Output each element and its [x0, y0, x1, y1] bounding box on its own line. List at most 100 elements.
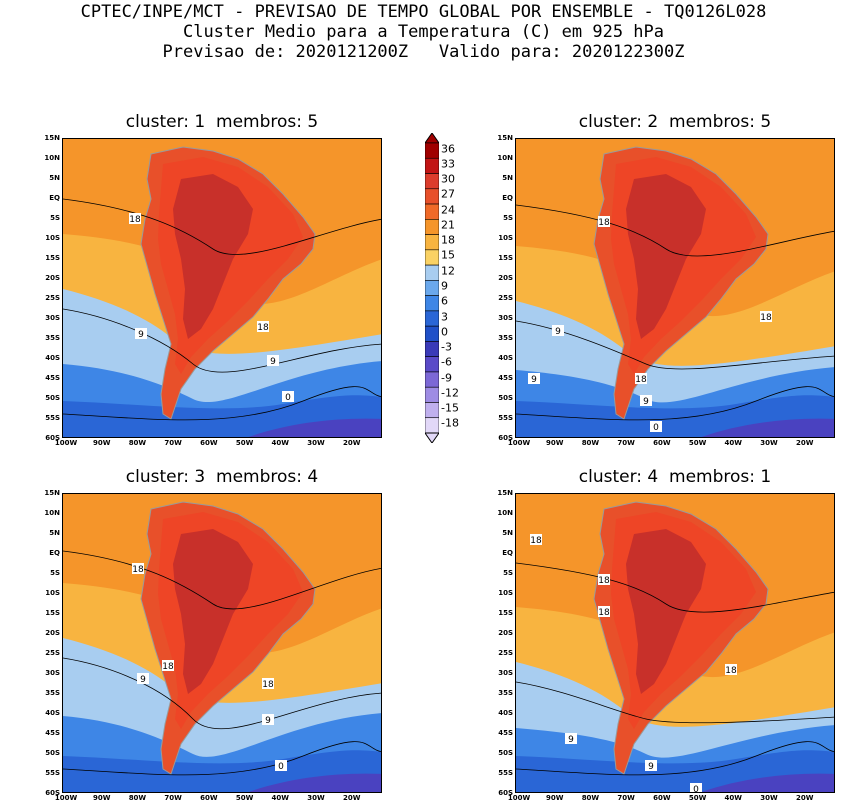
panel-title-cluster-1: cluster: 1 membros: 5	[125, 112, 319, 132]
contour-label: 18	[725, 666, 737, 676]
map-panel-cluster-4: 18 18 18 18 9 9 0	[515, 493, 835, 793]
lat-tick-label: 5S	[503, 214, 513, 222]
lat-tick-label: 50S	[45, 749, 60, 757]
lat-tick-label: 20S	[498, 274, 513, 282]
lat-tick-label: 45S	[45, 374, 60, 382]
lat-tick-label: 15N	[44, 489, 60, 497]
lon-tick-label: 30W	[307, 794, 325, 802]
colorbar-label: 9	[441, 279, 448, 293]
lon-tick-label: 60W	[653, 794, 671, 802]
lon-tick-label: 50W	[688, 439, 707, 447]
colorbar-label: 12	[441, 264, 455, 278]
contour-label-box	[135, 328, 147, 339]
lat-tick-label: EQ	[49, 194, 60, 202]
contour-label-box	[640, 395, 652, 406]
lat-tick-label: 55S	[45, 414, 60, 422]
lat-tick-label: 30S	[498, 669, 513, 677]
lat-tick-label: 5N	[49, 529, 60, 537]
colorbar-label: 27	[441, 187, 455, 201]
colorbar-swatches	[425, 133, 439, 443]
isotherm-0	[516, 386, 834, 421]
polar-band	[701, 418, 834, 437]
colorbar-label: 21	[441, 218, 455, 232]
lat-axis-panel-4: 15N 10N 5N EQ 5S 10S 15S 20S 25S 30S 35S 40S 45S 50S 5…	[485, 489, 515, 797]
lat-tick-label: 5N	[49, 174, 60, 182]
lat-tick-label: 5S	[503, 569, 513, 577]
lat-tick-label: 40S	[45, 354, 60, 362]
map-panel-cluster-1: 18 9 18 9 0	[62, 138, 382, 438]
lon-tick-label: 40W	[724, 794, 743, 802]
lat-tick-label: 10S	[498, 234, 513, 242]
lat-tick-label: 50S	[498, 394, 513, 402]
land-core-area	[173, 174, 253, 339]
isotherm-18	[516, 204, 834, 257]
isotherm-18	[63, 198, 381, 255]
land-core-area	[626, 174, 706, 339]
lon-tick-label: 70W	[164, 794, 182, 802]
lon-tick-label: 90W	[92, 439, 111, 447]
lat-tick-label: 15S	[45, 254, 60, 262]
contour-label: 18	[598, 218, 610, 228]
contour-label-box	[262, 714, 274, 725]
colorbar-top-arrow	[425, 133, 439, 144]
lat-tick-label: 15N	[497, 134, 513, 142]
colorbar-label: 6	[441, 294, 448, 308]
lat-tick-label: 15S	[45, 609, 60, 617]
lon-tick-label: 50W	[688, 794, 707, 802]
panel-title-cluster-2: cluster: 2 membros: 5	[578, 112, 772, 132]
colorbar-swatch	[425, 173, 439, 190]
lon-tick-label: 100W	[54, 439, 78, 447]
lat-axis-panel-3: 15N 10N 5N EQ 5S 10S 15S 20S 25S 30S 35S 40S 45S 50S 5…	[32, 489, 62, 797]
contour-label-box	[257, 321, 269, 332]
lat-tick-label: 25S	[45, 649, 60, 657]
lon-tick-label: 40W	[724, 439, 743, 447]
lon-tick-label: 90W	[545, 439, 564, 447]
header-line-2: Cluster Medio para a Temperatura (C) em …	[182, 22, 665, 42]
colorbar-label: 0	[441, 325, 448, 339]
contour-label-box	[262, 678, 274, 689]
lat-tick-label: 30S	[45, 669, 60, 677]
lat-tick-label: 10N	[44, 509, 60, 517]
lon-tick-label: 30W	[307, 439, 325, 447]
contour-label: 18	[635, 375, 647, 385]
contour-label: 0	[653, 423, 659, 433]
lon-tick-label: 80W	[128, 439, 147, 447]
lon-tick-label: 90W	[92, 794, 111, 802]
isotherm-18	[516, 562, 834, 613]
lat-tick-label: 60S	[45, 434, 60, 442]
colorbar-label: -12	[441, 386, 459, 400]
colorbar-swatch	[425, 325, 439, 342]
header-line-1: CPTEC/INPE/MCT - PREVISAO DE TEMPO GLOBA…	[80, 2, 767, 22]
contour-label-box	[598, 606, 610, 617]
lon-tick-label: 80W	[581, 439, 600, 447]
lon-axis-panel-1: 100W 90W 80W 70W 60W 50W 40W 30W 20W	[55, 439, 382, 451]
lat-tick-label: 10N	[44, 154, 60, 162]
contour-label: 9	[531, 375, 537, 385]
temperature-field: 18 18 9 18 9 0	[63, 494, 381, 792]
colorbar-label: 24	[441, 203, 455, 217]
isotherm-9	[63, 308, 381, 373]
colorbar-label: 33	[441, 157, 455, 171]
lat-tick-label: 60S	[45, 789, 60, 797]
contour-label: 0	[693, 785, 699, 793]
lon-tick-label: 70W	[164, 439, 182, 447]
lat-tick-label: EQ	[502, 549, 513, 557]
lat-tick-label: 5S	[50, 214, 60, 222]
contour-label: 9	[265, 716, 271, 726]
contour-label: 9	[270, 357, 276, 367]
colorbar-swatch	[425, 219, 439, 235]
lon-tick-label: 30W	[760, 439, 778, 447]
map-panel-cluster-2: 18 9 9 18 18 9 0	[515, 138, 835, 438]
isotherm-18	[63, 550, 381, 610]
lon-tick-label: 70W	[617, 439, 635, 447]
lat-tick-label: 10S	[45, 589, 60, 597]
lat-tick-label: 20S	[45, 629, 60, 637]
lat-tick-label: 35S	[498, 334, 513, 342]
lon-axis-panel-4: 100W 90W 80W 70W 60W 50W 40W 30W 20W	[508, 794, 835, 806]
lat-tick-label: 20S	[498, 629, 513, 637]
lon-tick-label: 100W	[507, 794, 531, 802]
lat-axis-panel-2: 15N 10N 5N EQ 5S 10S 15S 20S 25S 30S 35S 40S 45S 50S 5…	[485, 134, 515, 442]
lat-tick-label: 10N	[497, 509, 513, 517]
lon-tick-label: 100W	[507, 439, 531, 447]
contour-label: 18	[162, 662, 174, 672]
